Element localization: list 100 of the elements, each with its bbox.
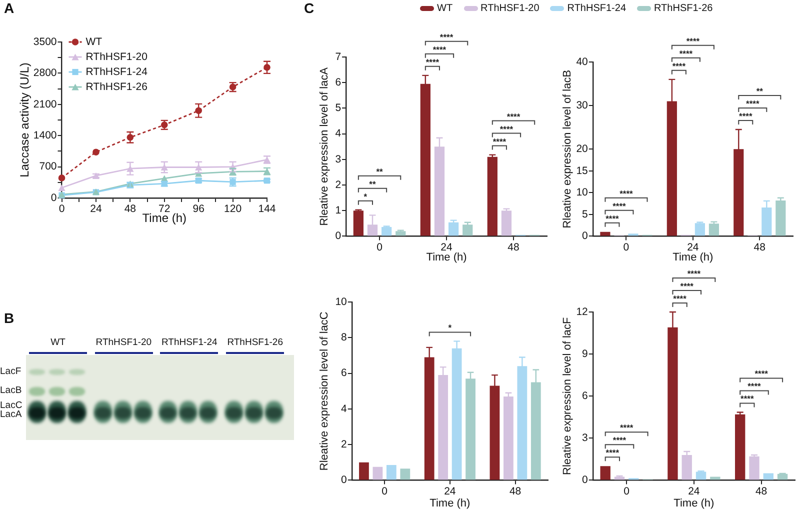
y-tick-label: 12 [576, 306, 588, 318]
y-tick-label: 4 [341, 402, 348, 415]
x-tick-label: 48 [509, 485, 522, 498]
y-axis-title: Rleative expression level of lacA [318, 66, 331, 226]
text: **** [687, 268, 702, 278]
y-tick-label: 1400 [33, 129, 57, 142]
category-label: RThHSF1-26 [226, 337, 284, 349]
y-axis-title: Rleative expression level of lacB [562, 70, 574, 228]
text: B [4, 310, 14, 326]
x-tick-label: 24 [440, 241, 453, 254]
y-tick-label: 2 [335, 178, 342, 191]
category-label: LacB [0, 384, 22, 396]
annotation: **** [492, 136, 507, 146]
x-tick-label: 96 [192, 203, 205, 216]
annotation: **** [506, 111, 521, 122]
x-tick-label: 0 [58, 203, 65, 216]
legend-label: RThHSF1-26 [654, 2, 713, 15]
bar [448, 222, 459, 236]
y-tick-label: 0 [582, 230, 588, 242]
annotation: **** [620, 422, 634, 433]
x-tick-label: 0 [624, 485, 630, 498]
x-tick-label: 48 [755, 485, 768, 498]
legend-label: WT [86, 36, 103, 48]
category-label: LacA [0, 408, 22, 420]
annotation: **** [500, 124, 514, 134]
bar [694, 223, 705, 236]
annotation: **** [748, 381, 762, 392]
y-tick-label: 5 [582, 208, 588, 220]
annotation: * [364, 191, 368, 202]
y-tick-label: 3 [335, 153, 342, 166]
y-tick-label: 30 [576, 99, 588, 112]
x-tick-label: 24 [687, 241, 699, 254]
y-tick-label: 40 [576, 56, 588, 68]
category-label: LacC [0, 400, 22, 410]
y-tick-label: 1 [335, 204, 342, 216]
x-tick-label: 48 [124, 203, 136, 216]
bar [396, 231, 406, 236]
bar [372, 466, 383, 480]
y-tick-label: 3500 [33, 36, 57, 48]
text: **** [432, 44, 447, 54]
bar [386, 465, 396, 480]
y-tick-label: 2 [341, 438, 348, 450]
point [58, 184, 66, 191]
text: **** [686, 36, 700, 46]
point [92, 148, 100, 156]
bar [682, 454, 692, 480]
x-axis-title: Time (h) [674, 497, 714, 510]
annotation: **** [606, 448, 620, 458]
text: **** [673, 294, 688, 304]
y-tick-label: 700 [39, 160, 57, 173]
text: **** [679, 48, 694, 58]
bar [504, 396, 514, 480]
y-axis-title: Laccase activity (U/L) [18, 62, 32, 178]
bar [487, 156, 498, 236]
x-tick-label: 0 [382, 485, 388, 498]
chart-title: C [304, 0, 314, 16]
bar [600, 466, 610, 480]
y-tick-label: 0 [335, 230, 342, 242]
legend-label: RThHSF1-20 [86, 50, 148, 63]
y-tick-label: 3 [582, 432, 588, 444]
x-axis-title: Time (h) [426, 251, 467, 264]
legend-label: WT [437, 2, 453, 15]
bar [708, 224, 719, 236]
x-tick-label: 24 [688, 485, 700, 498]
annotation: **** [740, 394, 754, 404]
legend-label: RThHSF1-24 [86, 66, 148, 78]
y-axis-title: Rleative expression level of lacF [562, 316, 574, 475]
annotation: **** [612, 435, 627, 446]
y-axis-title: Rleative expression level of lacC [318, 312, 331, 471]
annotation: **** [672, 60, 686, 71]
bar [710, 476, 720, 480]
y-tick-label: 6 [341, 367, 348, 380]
x-tick-label: 0 [376, 241, 383, 254]
x-tick-label: 24 [444, 485, 456, 498]
legend-label: RThHSF1-24 [567, 2, 626, 15]
x-tick-label: 48 [508, 241, 520, 254]
annotation: ** [756, 86, 764, 96]
bar [359, 462, 369, 480]
legend-label: RThHSF1-20 [480, 2, 540, 15]
category-label: WT [50, 337, 66, 349]
y-tick-label: 7 [335, 50, 342, 63]
y-tick-label: 10 [335, 296, 348, 308]
annotation: **** [426, 56, 440, 67]
annotation: * [448, 322, 452, 333]
annotation: **** [754, 368, 769, 379]
bar [763, 473, 774, 480]
y-tick-label: 10 [576, 186, 588, 199]
bar [600, 232, 610, 236]
x-tick-label: 24 [90, 203, 102, 216]
y-tick-label: 6 [582, 390, 588, 402]
bar [400, 468, 410, 480]
text: **** [440, 32, 454, 42]
y-tick-label: 5 [335, 102, 342, 114]
bar [776, 200, 786, 236]
x-axis-title: Time (h) [430, 497, 470, 510]
x-tick-label: 144 [258, 203, 276, 216]
x-axis-title: Time (h) [672, 251, 714, 264]
chart-title: A [4, 0, 14, 16]
point [58, 174, 66, 182]
category-label: RThHSF1-20 [94, 337, 153, 349]
